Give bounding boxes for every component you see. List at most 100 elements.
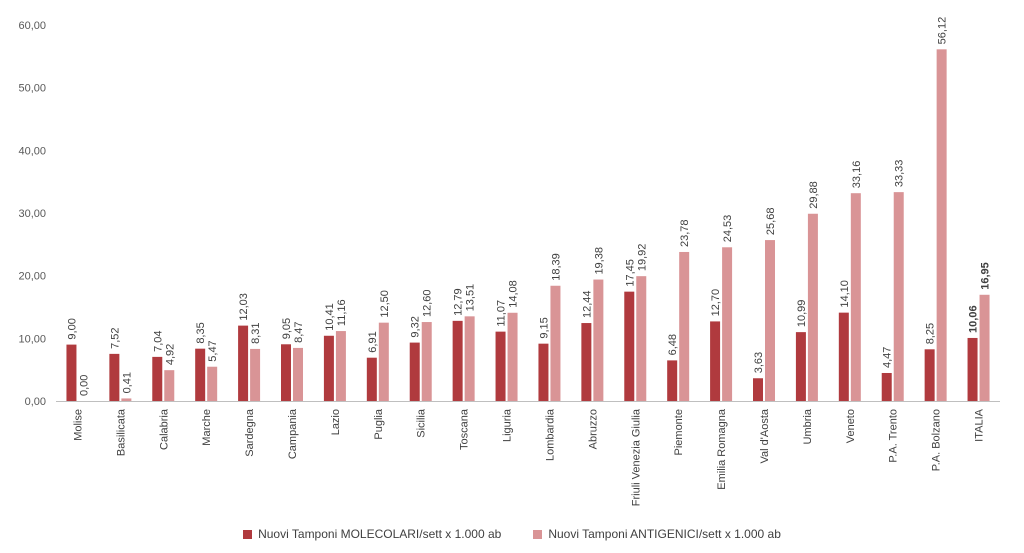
data-label-molecolari: 4,47 [882, 347, 894, 368]
data-label-antigenici: 56,12 [937, 17, 949, 45]
y-tick-label: 30,00 [18, 208, 46, 220]
x-tick-label: Lombardia [544, 408, 556, 461]
x-tick-label: Liguria [502, 408, 514, 442]
data-label-antigenici: 33,16 [851, 161, 863, 189]
data-label-antigenici: 0,00 [78, 375, 90, 396]
data-label-antigenici: 23,78 [679, 219, 691, 247]
data-label-molecolari: 8,35 [195, 322, 207, 343]
bar-antigenici [593, 279, 604, 401]
data-label-antigenici: 12,50 [379, 290, 391, 318]
bar-molecolari [495, 331, 506, 401]
data-label-molecolari: 12,44 [581, 291, 593, 319]
data-label-molecolari: 6,91 [367, 331, 379, 352]
bar-antigenici [507, 312, 518, 401]
bar-molecolari [366, 357, 377, 401]
data-label-molecolari: 14,10 [839, 280, 851, 308]
bar-antigenici [464, 316, 475, 401]
x-tick-label: Lazio [330, 409, 342, 435]
bar-molecolari [538, 343, 549, 401]
x-tick-label: Emilia Romagna [716, 408, 728, 490]
data-label-antigenici: 4,92 [164, 344, 176, 365]
data-label-antigenici: 0,41 [121, 372, 133, 393]
x-tick-label: Sicilia [416, 408, 428, 438]
data-label-molecolari: 6,48 [667, 334, 679, 355]
legend-label-antigenici: Nuovi Tamponi ANTIGENICI/sett x 1.000 ab [548, 527, 781, 541]
x-tick-label: Marche [201, 409, 213, 446]
bar-antigenici [335, 331, 346, 401]
data-label-molecolari: 10,06 [968, 305, 980, 333]
data-label-molecolari: 9,00 [66, 318, 78, 339]
bar-antigenici [550, 285, 561, 401]
bar-molecolari [838, 312, 849, 401]
x-tick-label: P.A. Bolzano [931, 409, 943, 471]
bar-molecolari [409, 342, 420, 401]
data-label-antigenici: 8,31 [250, 323, 262, 344]
x-tick-label: P.A. Trento [888, 409, 900, 463]
bar-chart-svg: 0,00 10,00 20,00 30,00 40,00 50,00 60,00 9,00 0,… [18, 17, 1000, 506]
bar-molecolari [924, 349, 935, 401]
data-label-molecolari: 12,70 [710, 289, 722, 317]
data-label-molecolari: 9,15 [538, 317, 550, 338]
x-tick-label: Calabria [158, 408, 170, 450]
bar-molecolari [66, 344, 77, 401]
bar-molecolari [452, 320, 463, 401]
y-tick-label: 20,00 [18, 271, 46, 283]
data-label-antigenici: 19,38 [593, 247, 605, 275]
bar-molecolari [624, 291, 635, 401]
bar-molecolari [581, 323, 592, 401]
x-tick-label: Veneto [845, 409, 857, 443]
data-label-molecolari: 8,25 [925, 323, 937, 344]
bar-antigenici [421, 322, 432, 401]
x-tick-label: Basilicata [115, 408, 127, 456]
bar-molecolari [795, 332, 806, 401]
bar-molecolari [238, 325, 249, 401]
data-label-molecolari: 7,04 [152, 330, 164, 351]
bar-antigenici [164, 370, 175, 401]
legend-label-molecolari: Nuovi Tamponi MOLECOLARI/sett x 1.000 ab [258, 527, 502, 541]
bar-molecolari [667, 360, 678, 401]
x-tick-label: Puglia [373, 408, 385, 439]
bar-antigenici [636, 276, 647, 401]
y-tick-label: 60,00 [18, 20, 46, 32]
bar-molecolari [753, 378, 763, 401]
bar-antigenici [250, 348, 261, 401]
bar-antigenici [679, 251, 690, 401]
data-label-antigenici: 19,92 [636, 244, 648, 272]
data-label-antigenici: 5,47 [207, 340, 219, 361]
data-label-molecolari: 7,52 [109, 327, 121, 348]
bar-antigenici [850, 193, 861, 401]
bar-antigenici [936, 49, 947, 401]
data-label-molecolari: 9,32 [410, 316, 422, 337]
data-label-molecolari: 12,79 [453, 288, 465, 316]
data-label-antigenici: 12,60 [422, 290, 434, 318]
data-label-molecolari: 11,07 [496, 300, 508, 327]
bar-molecolari [195, 348, 206, 401]
x-tick-label: Umbria [802, 408, 814, 444]
data-label-molecolari: 3,63 [753, 352, 765, 373]
legend-swatch-molecolari [243, 529, 253, 539]
x-tick-label: Val d'Aosta [759, 408, 771, 463]
data-label-antigenici: 29,88 [808, 181, 820, 209]
y-tick-label: 10,00 [18, 333, 46, 345]
data-label-antigenici: 13,51 [465, 284, 477, 312]
data-label-antigenici: 24,53 [722, 215, 734, 243]
x-tick-label: Abruzzo [587, 409, 599, 449]
x-tick-label: ITALIA [974, 408, 986, 441]
x-tick-label: Sardegna [244, 408, 256, 457]
legend-item-molecolari: Nuovi Tamponi MOLECOLARI/sett x 1.000 ab [243, 527, 501, 541]
x-tick-label: Molise [72, 409, 84, 441]
bar-molecolari [881, 372, 892, 401]
data-label-antigenici: 25,68 [765, 208, 777, 236]
bar-antigenici [378, 322, 389, 401]
bar-molecolari [967, 337, 978, 401]
data-label-antigenici: 8,47 [293, 321, 305, 342]
bar-molecolari [109, 353, 120, 401]
x-tick-label: Toscana [459, 408, 471, 450]
bar-antigenici [893, 192, 904, 401]
data-label-antigenici: 33,33 [894, 160, 906, 188]
data-label-molecolari: 9,05 [281, 318, 293, 339]
bar-antigenici [722, 247, 733, 401]
data-label-molecolari: 12,03 [238, 293, 250, 321]
y-tick-label: 50,00 [18, 83, 46, 95]
